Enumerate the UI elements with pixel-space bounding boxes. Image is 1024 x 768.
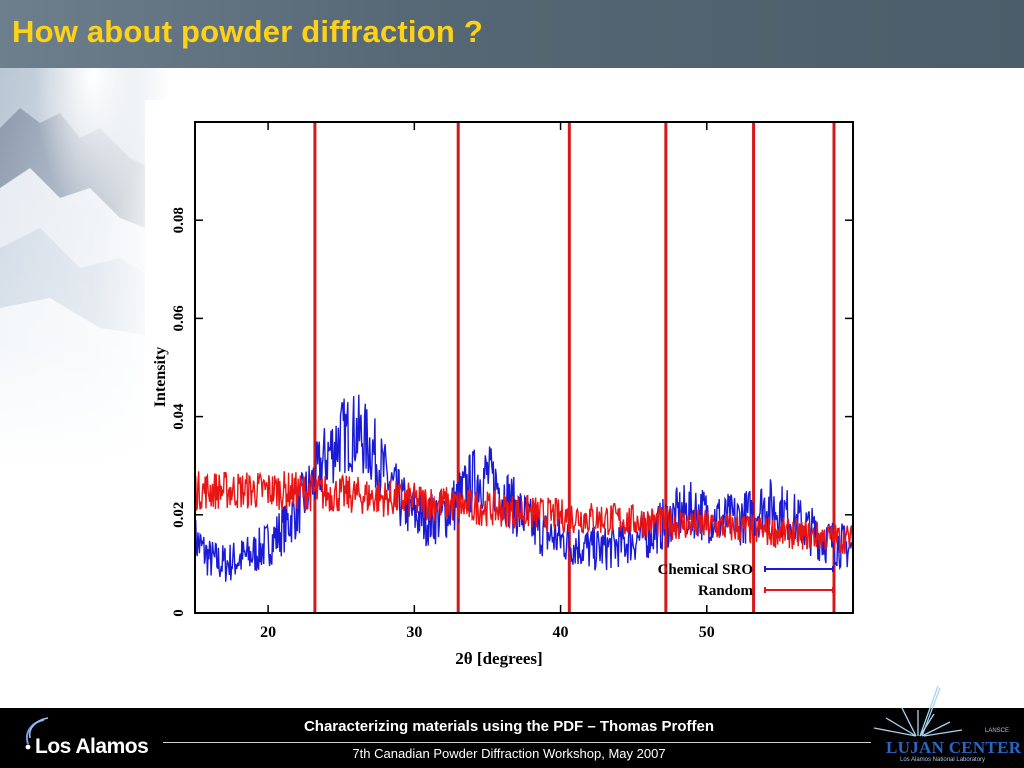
- snow-photo-decoration: [0, 68, 170, 468]
- y-tick-label: 0.06: [171, 305, 187, 332]
- title-bar: [0, 0, 1024, 68]
- lujan-center-logo-text: LUJAN CENTER: [886, 738, 1022, 757]
- lujan-center-subtitle: Los Alamos National Laboratory: [900, 757, 986, 763]
- y-tick-label: 0.08: [171, 207, 187, 233]
- los-alamos-logo-icon: [25, 717, 49, 750]
- footer-title: Characterizing materials using the PDF –…: [303, 718, 715, 735]
- legend-label: Chemical SRO: [658, 562, 753, 578]
- series-line-chemical-sro: [194, 394, 854, 582]
- x-tick-label: 40: [553, 624, 569, 641]
- footer-subtitle: 7th Canadian Powder Diffraction Workshop…: [352, 746, 666, 761]
- lujan-center-logo-icon: [873, 685, 963, 737]
- x-tick-label: 20: [260, 624, 276, 641]
- y-tick-label: 0: [171, 609, 187, 617]
- footer-bar: [0, 708, 1024, 768]
- legend-label: Random: [698, 583, 754, 599]
- y-axis-label: Intensity: [152, 347, 169, 407]
- x-axis-label: 2θ [degrees]: [455, 649, 542, 668]
- y-tick-label: 0.02: [171, 502, 187, 528]
- plot-frame: [194, 121, 854, 614]
- diffraction-chart: 20 30 40 50 0 0.02 0.04 0.06 0.08 2θ [degrees] I…: [145, 100, 865, 680]
- chart-legend: Chemical SRO Random: [658, 562, 834, 599]
- lansce-label: LANSCE: [985, 728, 1010, 734]
- footer-divider: [163, 742, 871, 743]
- x-tick-label: 50: [699, 624, 715, 641]
- los-alamos-logo-text: Los Alamos: [35, 735, 149, 758]
- x-tick-label: 30: [406, 624, 422, 641]
- slide-title: How about powder diffraction ?: [12, 14, 483, 49]
- series-line-random: [194, 471, 854, 555]
- chart-svg: 20 30 40 50 0 0.02 0.04 0.06 0.08 2θ [degrees] I…: [145, 100, 865, 680]
- y-tick-label: 0.04: [171, 403, 187, 430]
